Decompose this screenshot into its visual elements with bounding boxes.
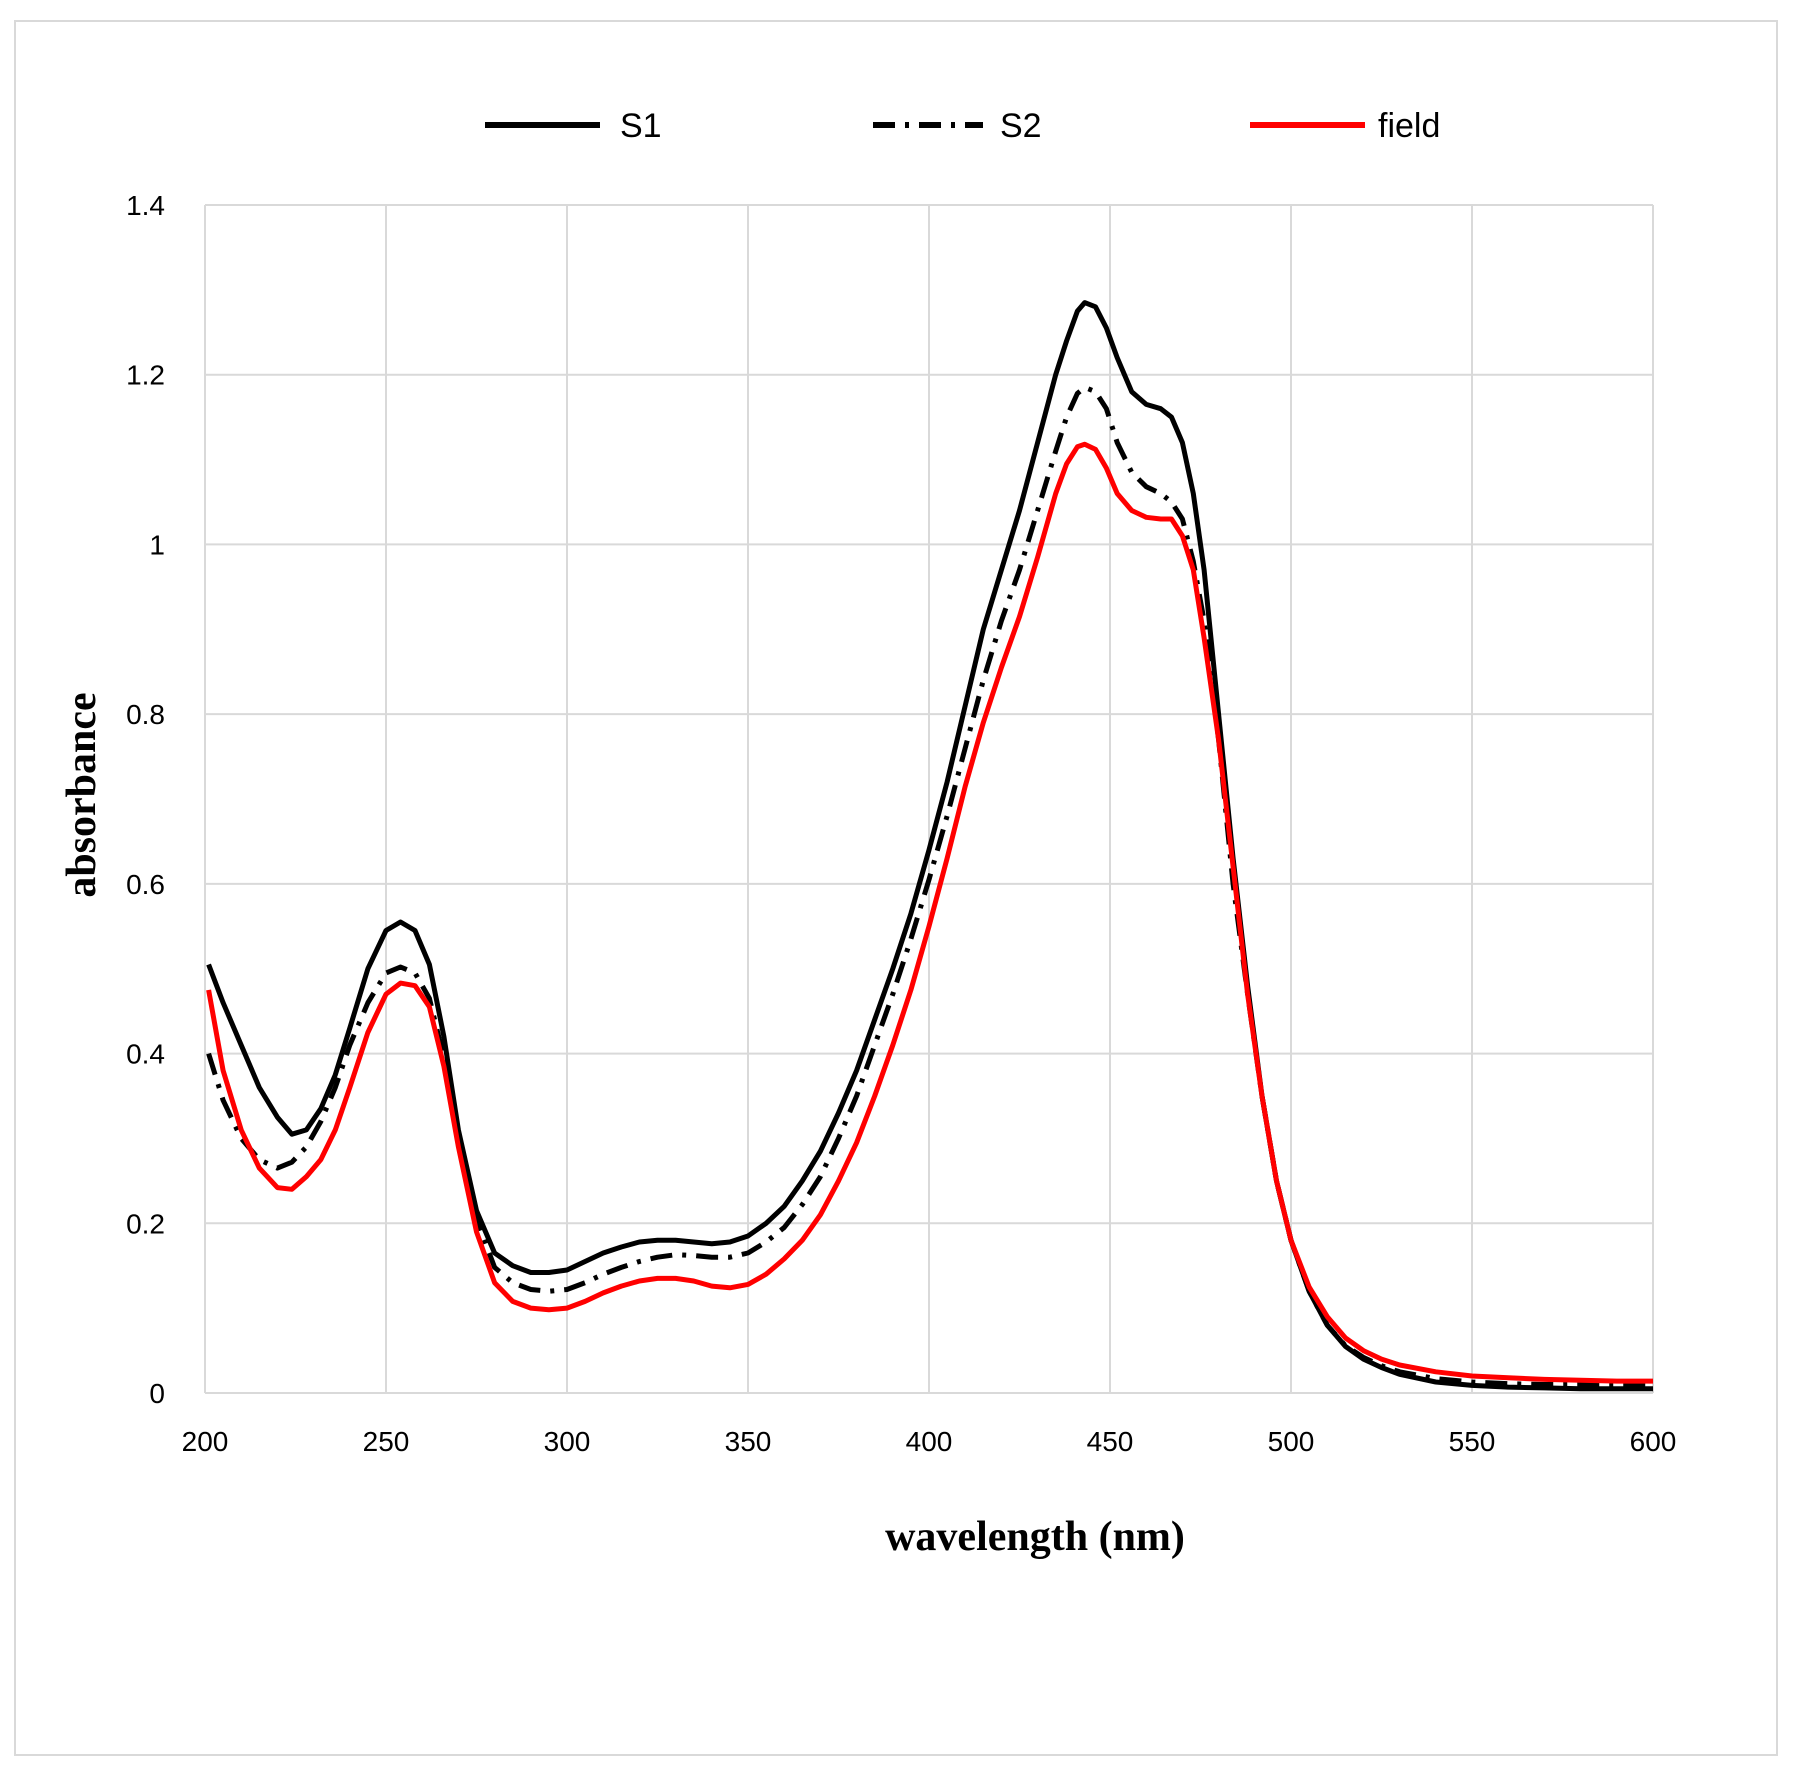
x-tick-label: 550 — [1449, 1426, 1496, 1457]
x-tick-label: 250 — [363, 1426, 410, 1457]
x-tick-label: 350 — [725, 1426, 772, 1457]
series-layer — [206, 300, 1653, 1392]
x-tick-label: 450 — [1087, 1426, 1134, 1457]
y-tick-label: 1.2 — [126, 360, 165, 391]
y-tick-label: 1 — [149, 529, 165, 560]
chart-frame — [14, 20, 1778, 1756]
y-tick-label: 0.6 — [126, 869, 165, 900]
y-tick-label: 0 — [149, 1378, 165, 1409]
y-tick-label: 0.4 — [126, 1039, 165, 1070]
x-tick-label: 600 — [1630, 1426, 1677, 1457]
x-axis-ticks: 200 250 300 350 400 450 500 550 600 — [182, 1426, 1677, 1457]
y-tick-label: 0.2 — [126, 1208, 165, 1239]
x-tick-label: 500 — [1268, 1426, 1315, 1457]
x-tick-label: 300 — [544, 1426, 591, 1457]
y-tick-label: 0.8 — [126, 699, 165, 730]
x-axis-title: wavelength (nm) — [885, 1514, 1185, 1560]
x-tick-label: 200 — [182, 1426, 229, 1457]
legend-label-s2: S2 — [1000, 107, 1042, 145]
series-line-s2 — [206, 384, 1653, 1387]
legend-label-s1: S1 — [620, 107, 662, 145]
legend-label-field: field — [1378, 107, 1440, 145]
x-tick-label: 400 — [906, 1426, 953, 1457]
y-tick-label: 1.4 — [126, 190, 165, 221]
series-line-field — [206, 441, 1653, 1384]
y-axis-ticks: 0 0.2 0.4 0.6 0.8 1 1.2 1.4 — [126, 190, 165, 1409]
grid-lines — [204, 204, 1654, 1394]
legend: S1 S2 field — [485, 107, 1440, 145]
y-axis-title: absorbance — [59, 692, 105, 897]
series-line-s1 — [206, 300, 1653, 1392]
